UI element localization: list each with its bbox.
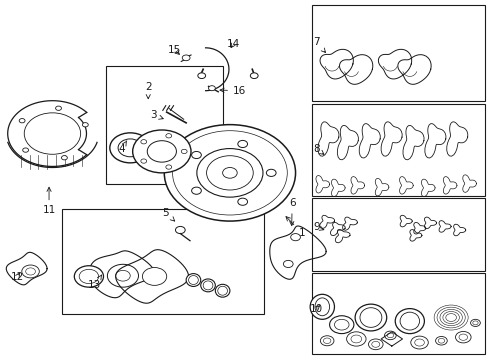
Circle shape	[442, 311, 458, 324]
Circle shape	[433, 305, 467, 330]
Circle shape	[266, 169, 276, 176]
Ellipse shape	[399, 312, 419, 330]
Text: 10: 10	[309, 303, 323, 314]
Circle shape	[445, 314, 456, 321]
Circle shape	[164, 125, 295, 221]
Bar	[311, 273, 484, 354]
Text: 5: 5	[162, 208, 174, 221]
Bar	[311, 5, 484, 102]
Circle shape	[469, 319, 479, 327]
Circle shape	[79, 269, 99, 284]
Circle shape	[455, 332, 470, 343]
Circle shape	[386, 333, 393, 338]
Circle shape	[61, 156, 67, 160]
Circle shape	[142, 267, 166, 285]
Ellipse shape	[215, 284, 229, 297]
Circle shape	[237, 198, 247, 205]
Circle shape	[437, 338, 444, 343]
Circle shape	[250, 73, 258, 78]
Circle shape	[74, 266, 103, 287]
Circle shape	[346, 332, 366, 346]
Text: 14: 14	[227, 39, 240, 49]
Text: 1: 1	[285, 217, 305, 238]
Ellipse shape	[201, 279, 215, 292]
Circle shape	[22, 265, 39, 278]
Circle shape	[165, 165, 171, 169]
Circle shape	[329, 316, 353, 334]
Circle shape	[191, 187, 201, 194]
Circle shape	[320, 336, 333, 346]
Bar	[311, 104, 484, 196]
Circle shape	[182, 55, 190, 61]
Text: 2: 2	[144, 82, 151, 99]
Text: 15: 15	[167, 45, 180, 55]
Text: 13: 13	[88, 275, 102, 291]
Ellipse shape	[359, 308, 381, 327]
Circle shape	[197, 149, 263, 197]
Circle shape	[436, 307, 464, 328]
Circle shape	[458, 334, 467, 340]
Circle shape	[191, 152, 201, 159]
Text: 6: 6	[288, 198, 295, 226]
Text: 8: 8	[312, 144, 324, 154]
Circle shape	[368, 339, 382, 350]
Ellipse shape	[203, 281, 212, 290]
Circle shape	[172, 131, 287, 215]
Circle shape	[34, 120, 71, 147]
Circle shape	[24, 113, 81, 154]
Circle shape	[439, 309, 461, 326]
Circle shape	[283, 260, 292, 267]
Ellipse shape	[188, 275, 198, 284]
Circle shape	[198, 73, 205, 78]
Circle shape	[165, 134, 171, 138]
Ellipse shape	[309, 294, 334, 319]
Circle shape	[222, 167, 237, 178]
Circle shape	[56, 106, 61, 111]
Circle shape	[19, 118, 25, 123]
Circle shape	[410, 336, 427, 349]
Circle shape	[371, 341, 379, 347]
Circle shape	[237, 140, 247, 148]
Circle shape	[208, 86, 215, 91]
Circle shape	[118, 139, 142, 157]
Circle shape	[414, 339, 424, 346]
Text: 12: 12	[10, 272, 23, 282]
Bar	[311, 198, 484, 271]
Circle shape	[22, 148, 28, 152]
Circle shape	[350, 335, 361, 343]
Ellipse shape	[394, 309, 424, 334]
Bar	[106, 66, 222, 184]
Circle shape	[384, 331, 395, 340]
Text: 16: 16	[220, 86, 246, 96]
Circle shape	[323, 338, 330, 343]
Text: 7: 7	[312, 37, 325, 53]
Circle shape	[206, 156, 253, 190]
Text: 9: 9	[312, 222, 323, 232]
Circle shape	[141, 140, 146, 144]
Text: 4: 4	[119, 141, 126, 154]
Ellipse shape	[217, 286, 227, 295]
Circle shape	[181, 149, 187, 154]
Circle shape	[141, 159, 146, 163]
Ellipse shape	[354, 304, 386, 331]
Circle shape	[132, 130, 191, 173]
Circle shape	[110, 133, 150, 163]
Circle shape	[107, 264, 138, 287]
Circle shape	[472, 321, 477, 325]
Bar	[62, 208, 264, 314]
Circle shape	[334, 319, 348, 330]
Circle shape	[26, 268, 35, 275]
Circle shape	[82, 123, 88, 127]
Ellipse shape	[186, 274, 201, 287]
Text: 3: 3	[149, 110, 163, 120]
Circle shape	[147, 141, 176, 162]
Circle shape	[290, 234, 300, 241]
Text: 11: 11	[42, 187, 56, 215]
Circle shape	[175, 226, 185, 234]
Circle shape	[435, 337, 447, 345]
Ellipse shape	[314, 298, 329, 316]
Circle shape	[116, 270, 130, 281]
